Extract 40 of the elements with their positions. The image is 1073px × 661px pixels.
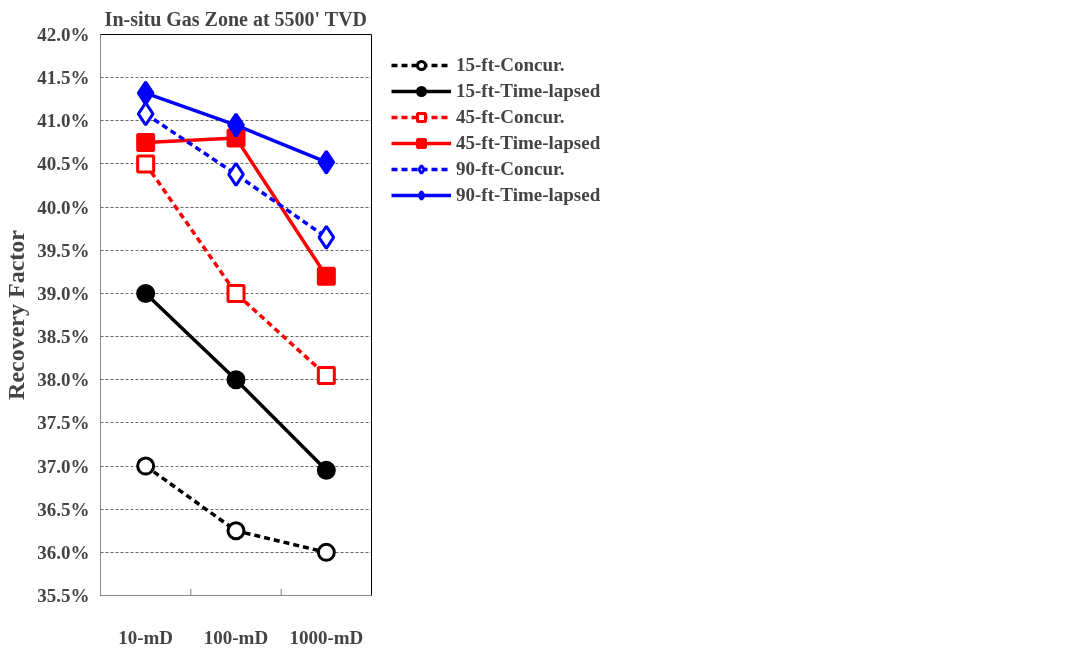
- y-tick-label: 38.0%: [37, 369, 90, 391]
- legend-label: 45-ft-Concur.: [456, 106, 565, 128]
- x-tick-label: 1000-mD: [289, 626, 364, 648]
- point: [136, 132, 156, 152]
- y-tick-label: 36.0%: [37, 541, 90, 563]
- y-tick-label: 38.5%: [37, 326, 90, 348]
- y-tick-label: 40.0%: [37, 196, 90, 218]
- x-tick-label: 100-mD: [203, 626, 269, 648]
- x-tick-label: 10-mD: [118, 626, 174, 648]
- y-tick-label: 40.5%: [37, 153, 90, 175]
- point: [136, 283, 156, 303]
- y-tick-label: 35.5%: [37, 585, 90, 606]
- point: [136, 101, 155, 127]
- y-tick-label: 39.0%: [37, 282, 90, 304]
- y-tick-label: 36.5%: [37, 498, 90, 520]
- legend-label: 90-ft-Time-lapsed: [456, 184, 601, 206]
- point: [136, 154, 156, 174]
- legend-label: 90-ft-Concur.: [456, 158, 565, 180]
- y-tick-label: 37.5%: [37, 412, 90, 434]
- legend-label: 15-ft-Concur.: [456, 54, 565, 76]
- y-tick-label: 39.5%: [37, 239, 90, 261]
- point: [317, 149, 336, 175]
- point: [316, 542, 336, 562]
- point: [136, 80, 155, 106]
- point: [226, 370, 246, 390]
- point: [316, 460, 336, 480]
- y-tick-label: 41.0%: [37, 110, 90, 132]
- y-tick-label: 37.0%: [37, 455, 90, 477]
- point: [136, 456, 156, 476]
- point: [316, 365, 336, 385]
- legend-label: 15-ft-Time-lapsed: [456, 80, 601, 102]
- point: [226, 521, 246, 541]
- point: [317, 224, 336, 250]
- y-axis-title: Recovery Factor: [3, 229, 30, 400]
- legend-label: 45-ft-Time-lapsed: [456, 132, 601, 154]
- point: [226, 283, 246, 303]
- y-tick-label: 41.5%: [37, 67, 90, 89]
- point: [316, 266, 336, 286]
- y-tick-label: 42.0%: [37, 24, 90, 45]
- chart-title: In-situ Gas Zone at 5500' TVD: [104, 7, 368, 30]
